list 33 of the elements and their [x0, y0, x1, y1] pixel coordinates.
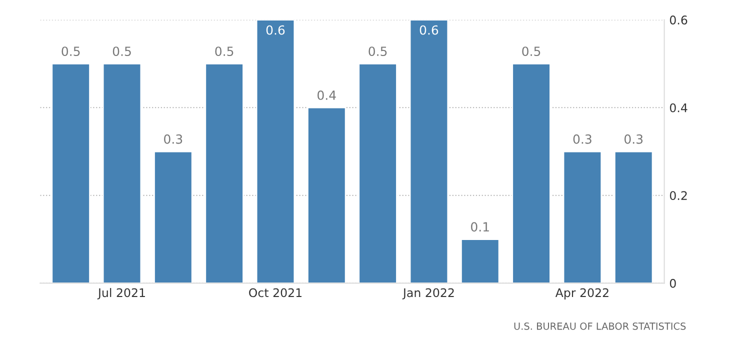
bar — [614, 150, 654, 284]
data-label: 0.5 — [62, 46, 80, 56]
y-tick-label: 0.6 — [670, 16, 688, 24]
x-tick-label: Oct 2021 — [249, 288, 302, 298]
bar — [204, 63, 244, 284]
bar — [154, 150, 193, 284]
data-label: 0.6 — [420, 25, 438, 35]
data-label: 0.1 — [471, 222, 489, 232]
x-tick-label: Jan 2022 — [402, 288, 454, 300]
x-tick-label: Apr 2022 — [555, 288, 608, 300]
text: U.S. BUREAU OF LABOR STATISTICS — [514, 322, 686, 330]
data-label: 0.3 — [624, 134, 643, 144]
bar — [562, 150, 602, 284]
bar — [409, 20, 449, 284]
data-label: 0.5 — [112, 46, 131, 56]
y-tick-label: 0.2 — [670, 191, 687, 200]
data-label: 0.6 — [266, 25, 285, 35]
bar — [358, 63, 398, 284]
bar — [512, 63, 551, 284]
bar — [307, 106, 346, 284]
bar — [460, 238, 500, 284]
data-label: 0.3 — [573, 134, 592, 144]
bar — [256, 20, 296, 284]
data-label: 0.5 — [368, 46, 387, 56]
data-label: 0.4 — [318, 90, 336, 100]
y-tick-label: 0 — [670, 278, 676, 288]
bar — [51, 63, 90, 284]
data-label: 0.5 — [215, 46, 234, 56]
data-label: 0.3 — [164, 134, 182, 144]
y-tick-label: 0.4 — [670, 103, 688, 112]
x-tick-label: Jul 2021 — [97, 288, 145, 300]
bar — [102, 63, 142, 284]
data-label: 0.5 — [522, 46, 540, 56]
